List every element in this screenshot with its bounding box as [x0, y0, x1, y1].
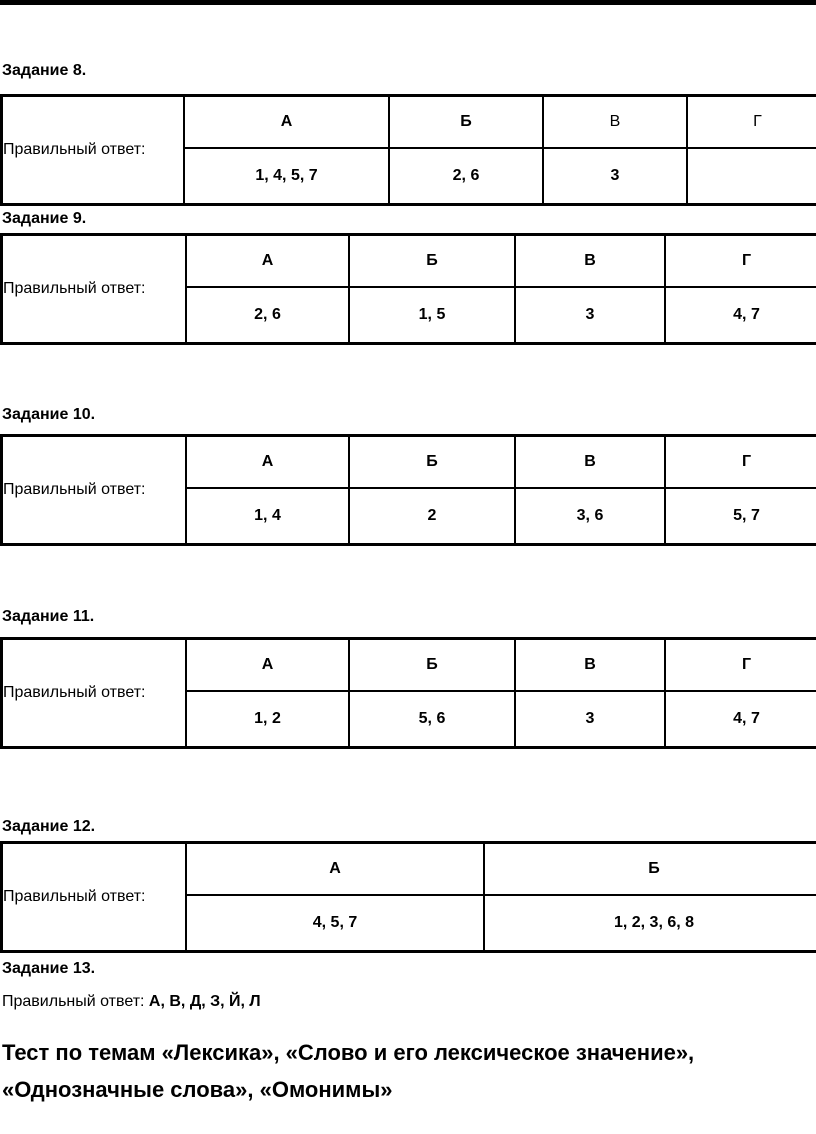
column-header-g: Г — [664, 434, 816, 489]
answer-label: Правильный ответ: — [0, 841, 187, 953]
column-header-g: Г — [664, 233, 816, 288]
task-13-heading: Задание 13. — [2, 960, 96, 977]
answer-cell-a: 4, 5, 7 — [185, 893, 485, 953]
column-header-v: В — [514, 434, 666, 489]
column-header-a: А — [185, 841, 485, 896]
answer-cell-g: 4, 7 — [664, 689, 816, 749]
task-8-heading: Задание 8. — [2, 62, 87, 79]
answer-cell-a: 2, 6 — [185, 285, 350, 345]
answer-cell-g: 5, 7 — [664, 486, 816, 546]
task-11-answer-table: Правильный ответ: А Б В Г 1, 2 5, 6 3 4,… — [0, 637, 816, 749]
task-10-answer-table: Правильный ответ: А Б В Г 1, 4 2 3, 6 5,… — [0, 434, 816, 546]
task-10-heading: Задание 10. — [2, 406, 96, 423]
column-header-a: А — [183, 94, 390, 149]
answer-cell-v: 3 — [542, 146, 688, 206]
answer-cell-b: 2 — [348, 486, 516, 546]
answer-label: Правильный ответ: — [2, 993, 145, 1010]
column-header-v: В — [514, 233, 666, 288]
answer-label: Правильный ответ: — [0, 233, 187, 345]
column-header-b: Б — [388, 94, 544, 149]
task-9-answer-table: Правильный ответ: А Б В Г 2, 6 1, 5 3 4,… — [0, 233, 816, 345]
column-header-b: Б — [483, 841, 816, 896]
column-header-v: В — [514, 637, 666, 692]
answer-label: Правильный ответ: — [0, 637, 187, 749]
column-header-g: Г — [686, 94, 816, 149]
answer-cell-b: 1, 2, 3, 6, 8 — [483, 893, 816, 953]
column-header-a: А — [185, 434, 350, 489]
task-13-answer-letters: А, В, Д, З, Й, Л — [148, 993, 261, 1010]
answer-cell-a: 1, 4, 5, 7 — [183, 146, 390, 206]
page-top-crop-bar — [0, 0, 816, 5]
column-header-a: А — [185, 233, 350, 288]
task-9-heading: Задание 9. — [2, 210, 87, 227]
answer-cell-a: 1, 4 — [185, 486, 350, 546]
task-12-heading: Задание 12. — [2, 818, 96, 835]
answer-cell-b: 2, 6 — [388, 146, 544, 206]
task-11-heading: Задание 11. — [2, 608, 95, 625]
column-header-b: Б — [348, 233, 516, 288]
answer-cell-g — [686, 146, 816, 206]
answer-cell-a: 1, 2 — [185, 689, 350, 749]
answer-cell-b: 5, 6 — [348, 689, 516, 749]
column-header-b: Б — [348, 434, 516, 489]
answer-cell-b: 1, 5 — [348, 285, 516, 345]
footer-title-line-2: «Однозначные слова», «Омонимы» — [2, 1077, 393, 1102]
answer-label: Правильный ответ: — [0, 434, 187, 546]
column-header-v: В — [542, 94, 688, 149]
task-12-answer-table: Правильный ответ: А Б 4, 5, 7 1, 2, 3, 6… — [0, 841, 816, 953]
column-header-b: Б — [348, 637, 516, 692]
answer-cell-g: 4, 7 — [664, 285, 816, 345]
answer-cell-v: 3 — [514, 285, 666, 345]
answer-cell-v: 3 — [514, 689, 666, 749]
column-header-g: Г — [664, 637, 816, 692]
task-8-answer-table: Правильный ответ: А Б В Г 1, 4, 5, 7 2, … — [0, 94, 816, 206]
column-header-a: А — [185, 637, 350, 692]
task-13-answer-line: Правильный ответ: А, В, Д, З, Й, Л — [0, 992, 816, 1012]
answer-cell-v: 3, 6 — [514, 486, 666, 546]
footer-title-line-1: Тест по темам «Лексика», «Слово и его ле… — [2, 1040, 695, 1065]
answer-label: Правильный ответ: — [0, 94, 185, 206]
document-footer-title: Тест по темам «Лексика», «Слово и его ле… — [0, 1034, 816, 1108]
